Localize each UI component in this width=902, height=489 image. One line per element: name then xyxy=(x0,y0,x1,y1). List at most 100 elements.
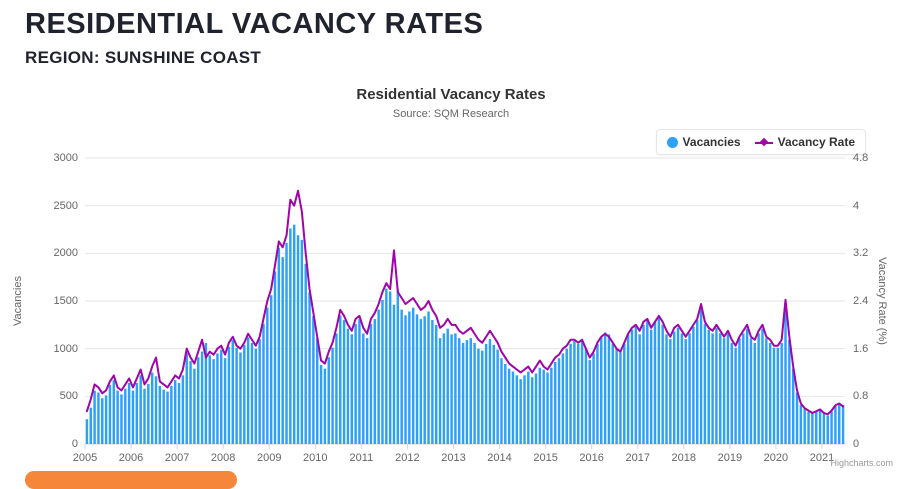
vacancies-bar[interactable] xyxy=(646,320,649,444)
vacancies-bar[interactable] xyxy=(112,380,116,444)
vacancies-bar[interactable] xyxy=(722,338,726,444)
vacancies-bar[interactable] xyxy=(630,329,634,444)
vacancies-bar[interactable] xyxy=(642,324,645,444)
vacancies-bar[interactable] xyxy=(262,323,265,444)
vacancies-bar[interactable] xyxy=(557,358,561,444)
vacancies-bar[interactable] xyxy=(104,395,108,444)
vacancies-bar[interactable] xyxy=(369,323,373,444)
vacancies-bar[interactable] xyxy=(803,408,806,444)
vacancies-bar[interactable] xyxy=(791,368,795,444)
vacancies-bar[interactable] xyxy=(780,342,783,444)
vacancies-bar[interactable] xyxy=(277,247,281,444)
vacancies-bar[interactable] xyxy=(415,314,419,444)
vacancies-bar[interactable] xyxy=(546,372,549,445)
vacancies-bar[interactable] xyxy=(838,403,841,444)
vacancies-bar[interactable] xyxy=(339,315,342,444)
vacancies-bar[interactable] xyxy=(250,342,254,444)
legend-item-vacancies[interactable]: Vacancies xyxy=(666,135,741,149)
vacancies-bar[interactable] xyxy=(649,329,653,444)
vacancies-bar[interactable] xyxy=(124,388,127,444)
vacancies-bar[interactable] xyxy=(496,349,499,444)
vacancies-bar[interactable] xyxy=(120,394,123,444)
vacancies-bar[interactable] xyxy=(814,411,818,444)
vacancies-bar[interactable] xyxy=(377,309,380,444)
highcharts-credit-link[interactable]: Highcharts.com xyxy=(830,458,893,468)
vacancies-bar[interactable] xyxy=(281,257,284,444)
vacancies-bar[interactable] xyxy=(565,348,568,444)
vacancies-bar[interactable] xyxy=(596,343,599,444)
vacancies-bar[interactable] xyxy=(465,340,469,444)
vacancies-bar[interactable] xyxy=(189,361,192,444)
vacancies-bar[interactable] xyxy=(423,316,426,444)
vacancies-bar[interactable] xyxy=(342,320,346,444)
vacancies-bar[interactable] xyxy=(692,326,695,444)
vacancies-bar[interactable] xyxy=(745,328,749,444)
vacancies-bar[interactable] xyxy=(147,383,150,444)
vacancies-bar[interactable] xyxy=(411,307,415,444)
vacancies-bar[interactable] xyxy=(523,375,526,444)
vacancies-bar[interactable] xyxy=(711,333,714,444)
vacancies-bar[interactable] xyxy=(768,342,772,444)
vacancies-bar[interactable] xyxy=(408,311,411,444)
vacancies-bar[interactable] xyxy=(680,333,684,444)
vacancies-bar[interactable] xyxy=(672,331,676,444)
vacancies-bar[interactable] xyxy=(85,419,89,444)
vacancies-bar[interactable] xyxy=(185,353,188,444)
vacancies-bar[interactable] xyxy=(131,390,135,444)
vacancies-bar[interactable] xyxy=(150,372,154,445)
vacancies-bar[interactable] xyxy=(254,348,258,444)
vacancies-bar[interactable] xyxy=(795,392,799,444)
vacancies-bar[interactable] xyxy=(519,379,522,444)
vacancies-bar[interactable] xyxy=(162,389,165,444)
vacancies-bar[interactable] xyxy=(573,341,576,444)
vacancies-bar[interactable] xyxy=(319,364,323,444)
vacancies-bar[interactable] xyxy=(193,368,196,444)
vacancies-bar[interactable] xyxy=(231,340,235,444)
vacancies-bar[interactable] xyxy=(431,320,434,444)
vacancies-bar[interactable] xyxy=(799,404,803,444)
vacancies-bar[interactable] xyxy=(638,334,641,444)
vacancies-bar[interactable] xyxy=(818,409,822,444)
vacancies-bar[interactable] xyxy=(507,368,511,444)
vacancies-bar[interactable] xyxy=(607,334,611,444)
vacancies-bar[interactable] xyxy=(170,385,173,444)
vacancies-bar[interactable] xyxy=(500,358,503,444)
vacancies-bar[interactable] xyxy=(392,304,396,444)
vacancies-bar[interactable] xyxy=(634,325,638,444)
vacancies-bar[interactable] xyxy=(292,224,296,444)
vacancies-bar[interactable] xyxy=(488,339,492,444)
legend-item-vacancy-rate[interactable]: Vacancy Rate xyxy=(754,135,855,149)
vacancies-bar[interactable] xyxy=(388,291,392,444)
vacancies-bar[interactable] xyxy=(315,338,319,444)
vacancies-bar[interactable] xyxy=(404,315,407,444)
vacancies-bar[interactable] xyxy=(246,337,250,444)
vacancies-bar[interactable] xyxy=(492,344,496,444)
vacancies-bar[interactable] xyxy=(699,308,703,444)
vacancies-bar[interactable] xyxy=(289,228,292,444)
vacancies-bar[interactable] xyxy=(538,367,542,444)
vacancies-bar[interactable] xyxy=(761,328,764,444)
vacancies-bar[interactable] xyxy=(657,318,661,444)
vacancies-bar[interactable] xyxy=(269,295,273,444)
vacancies-bar[interactable] xyxy=(569,343,572,444)
vacancies-bar[interactable] xyxy=(323,368,327,444)
vacancies-bar[interactable] xyxy=(553,362,557,444)
vacancies-bar[interactable] xyxy=(603,332,607,444)
vacancies-bar[interactable] xyxy=(776,347,780,444)
vacancies-bar[interactable] xyxy=(358,319,361,444)
vacancies-bar[interactable] xyxy=(784,302,787,444)
vacancies-bar[interactable] xyxy=(419,319,423,444)
vacancies-bar[interactable] xyxy=(154,376,158,444)
vacancies-bar[interactable] xyxy=(354,323,357,444)
vacancies-bar[interactable] xyxy=(127,382,131,444)
vacancies-bar[interactable] xyxy=(473,342,476,444)
vacancies-bar[interactable] xyxy=(166,391,169,444)
vacancies-bar[interactable] xyxy=(454,333,457,444)
vacancy-rate-line[interactable] xyxy=(85,189,845,416)
vacancies-bar[interactable] xyxy=(719,333,722,444)
vacancies-bar[interactable] xyxy=(561,353,565,444)
vacancies-bar[interactable] xyxy=(108,384,112,444)
vacancies-bar[interactable] xyxy=(703,323,707,444)
vacancies-bar[interactable] xyxy=(331,347,334,444)
